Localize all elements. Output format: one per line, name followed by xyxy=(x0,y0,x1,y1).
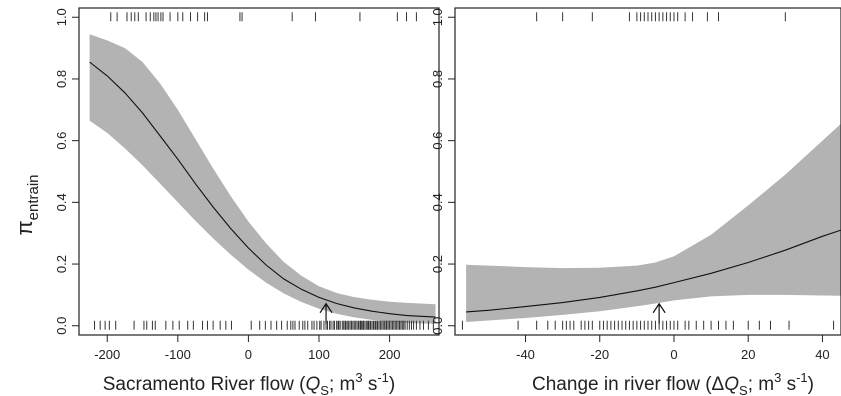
confidence-band xyxy=(89,34,436,324)
arrow-marker xyxy=(652,302,666,324)
x-tick-label: 200 xyxy=(379,347,401,362)
x-axis-title-part: Q xyxy=(305,374,320,395)
x-tick-label: 0 xyxy=(670,347,677,362)
plot-frame xyxy=(454,7,841,336)
panel-right: -40 -20 0 20 40 0.0 0.2 0.4 0.6 0.8 1.0 Change in r… xyxy=(430,7,841,396)
y-tick-label: 0.0 xyxy=(54,317,69,335)
x-tick-label: 100 xyxy=(308,347,330,362)
y-axis-title-symbol: π xyxy=(12,220,37,235)
panel-left: -200 -100 0 100 200 0.0 0.2 0.4 0.6 0.8 1.0 Sacrame… xyxy=(54,7,440,396)
x-axis-title-part: ) xyxy=(389,374,395,395)
y-tick-label: 0.2 xyxy=(54,255,69,273)
y-tick-label: 0.8 xyxy=(430,70,445,88)
svg-text:πentrain: πentrain xyxy=(12,174,42,235)
x-axis-title-part: 3 xyxy=(774,370,781,385)
x-axis-title-part: S xyxy=(320,383,329,396)
y-axis-title: πentrain xyxy=(12,174,42,235)
y-tick-label: 0.8 xyxy=(54,70,69,88)
x-axis-title-part: ; m xyxy=(748,374,774,395)
x-axis-title-part: Change in river flow (Δ xyxy=(532,374,725,395)
x-tick-label: -100 xyxy=(165,347,191,362)
y-tick-label: 0.2 xyxy=(430,255,445,273)
x-axis-title-part: S xyxy=(739,383,748,396)
x-axis-title-part: ) xyxy=(808,374,814,395)
y-tick-label: 1.0 xyxy=(54,8,69,26)
x-tick-label: -200 xyxy=(94,347,120,362)
x-axis-title-part: -1 xyxy=(796,370,808,385)
plot-frame xyxy=(78,7,440,336)
x-axis-title-part: -1 xyxy=(377,370,389,385)
x-tick-label: 40 xyxy=(815,347,829,362)
x-axis-title-part: s xyxy=(781,374,796,395)
y-tick-label: 0.4 xyxy=(54,193,69,211)
x-tick-label: -40 xyxy=(516,347,535,362)
x-axis-title-part: ; m xyxy=(329,374,355,395)
y-tick-label: 0.0 xyxy=(430,317,445,335)
x-tick-label: 20 xyxy=(741,347,755,362)
arrow-marker xyxy=(319,302,333,324)
y-tick-label: 0.6 xyxy=(54,132,69,150)
y-tick-label: 0.4 xyxy=(430,193,445,211)
x-axis-title: Sacramento River flow (QS; m3 s-1) xyxy=(103,370,395,396)
fitted-curve xyxy=(466,229,841,313)
x-axis-title-part: s xyxy=(363,374,378,395)
confidence-band xyxy=(466,123,841,322)
x-axis-title: Change in river flow (ΔQS; m3 s-1) xyxy=(532,370,814,396)
x-axis-title-part: Q xyxy=(724,374,739,395)
y-tick-label: 0.6 xyxy=(430,132,445,150)
x-tick-label: -20 xyxy=(590,347,609,362)
x-tick-label: 0 xyxy=(245,347,252,362)
x-axis-title-part: Sacramento River flow ( xyxy=(103,374,306,395)
y-axis-title-subscript: entrain xyxy=(25,174,42,220)
fitted-curve xyxy=(89,61,436,318)
y-tick-label: 1.0 xyxy=(430,8,445,26)
x-axis-title-part: 3 xyxy=(355,370,362,385)
